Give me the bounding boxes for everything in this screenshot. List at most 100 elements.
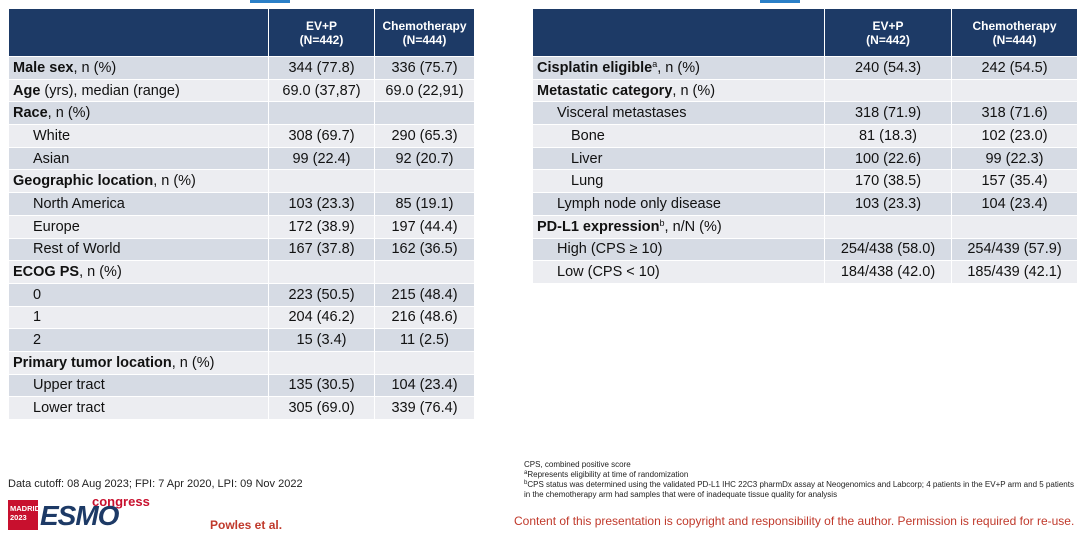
row-label-text: High (CPS ≥ 10): [557, 241, 663, 258]
row-label-bold: ECOG PS: [13, 264, 80, 281]
value-chemotherapy: 69.0 (22,91): [374, 78, 475, 103]
value-chemotherapy: 104 (23.4): [374, 373, 475, 398]
header-line: Chemotherapy: [972, 18, 1057, 33]
table-row: Visceral metastases 318 (71.9) 318 (71.6): [532, 101, 1078, 126]
esmo-congress-logo: MADRID 2023 ESMO congress: [8, 494, 178, 534]
footnote-marker: b: [659, 217, 665, 228]
value-ev-p: 15 (3.4): [268, 328, 375, 352]
footnote-text: Represents eligibility at time of random…: [527, 470, 689, 479]
row-label-text: North America: [33, 195, 125, 212]
row-label-text: , n (%): [79, 264, 122, 281]
value-chemotherapy: 318 (71.6): [951, 101, 1078, 126]
value-chemotherapy: [374, 260, 475, 284]
logo-city: MADRID: [10, 504, 40, 513]
row-label-bold: Race: [13, 105, 48, 122]
value-chemotherapy: 336 (75.7): [374, 56, 475, 80]
row-label-text: Rest of World: [33, 241, 121, 258]
table-row: Asian 99 (22.4) 92 (20.7): [8, 146, 475, 171]
table-row: Lung 170 (38.5) 157 (35.4): [532, 169, 1078, 194]
row-label-text: , n (%): [153, 173, 196, 190]
value-chemotherapy: 242 (54.5): [951, 56, 1078, 80]
value-ev-p: 103 (23.3): [824, 192, 952, 216]
table-row: ECOG PS, n (%): [8, 260, 475, 284]
row-label: 1: [8, 305, 269, 330]
row-label-text: 0: [33, 286, 42, 303]
row-label-bold: Cisplatin eligible: [537, 59, 653, 76]
value-ev-p: 344 (77.8): [268, 56, 375, 80]
table-row: Primary tumor location, n (%): [8, 350, 475, 375]
table-row: Low (CPS < 10) 184/438 (42.0) 185/439 (42.…: [532, 260, 1078, 284]
row-label-bold: Male sex: [13, 59, 74, 76]
value-chemotherapy: [374, 169, 475, 194]
row-label-bold: Geographic location: [13, 173, 154, 190]
table-row: Geographic location, n (%): [8, 169, 475, 194]
row-label: Rest of World: [8, 237, 269, 262]
header-chemotherapy: Chemotherapy (N=444): [374, 8, 475, 57]
value-ev-p: [268, 101, 375, 126]
row-label-text: Asian: [33, 150, 70, 167]
value-chemotherapy: 92 (20.7): [374, 146, 475, 171]
table-row: Liver 100 (22.6) 99 (22.3): [532, 146, 1078, 171]
header-line: (N=442): [866, 32, 910, 47]
value-ev-p: 318 (71.9): [824, 101, 952, 126]
row-label-text: 2: [33, 332, 42, 349]
value-ev-p: 172 (38.9): [268, 214, 375, 239]
value-chemotherapy: 99 (22.3): [951, 146, 1078, 171]
table-row: Race, n (%): [8, 101, 475, 126]
header-chemotherapy: Chemotherapy (N=444): [951, 8, 1078, 57]
top-accent-line-left: [250, 0, 290, 3]
row-label-text: Liver: [571, 150, 603, 167]
row-label: Visceral metastases: [532, 101, 825, 126]
row-label: Age (yrs), median (range): [8, 78, 269, 103]
baseline-table-left: EV+P (N=442) Chemotherapy (N=444) Male sex,…: [8, 8, 475, 420]
value-chemotherapy: 102 (23.0): [951, 124, 1078, 148]
table-row: Rest of World 167 (37.8) 162 (36.5): [8, 237, 475, 262]
table-row: PD-L1 expressionb, n/N (%): [532, 214, 1078, 239]
row-label: Metastatic category, n (%): [532, 78, 825, 103]
value-ev-p: [824, 78, 952, 103]
row-label: Europe: [8, 214, 269, 239]
table-row: Upper tract 135 (30.5) 104 (23.4): [8, 373, 475, 398]
baseline-table-right: EV+P (N=442) Chemotherapy (N=444) Cisplatin…: [532, 8, 1078, 284]
row-label: ECOG PS, n (%): [8, 260, 269, 284]
header-ev-p: EV+P (N=442): [824, 8, 952, 57]
footnote-text: CPS status was determined using the vali…: [524, 480, 1074, 499]
row-label-bold: Metastatic category: [537, 82, 673, 99]
table-header-row: EV+P (N=442) Chemotherapy (N=444): [532, 8, 1078, 57]
footnote-marker: b: [524, 480, 528, 486]
row-label-text: (yrs), median (range): [40, 82, 180, 99]
table-row: Age (yrs), median (range) 69.0 (37,87) 69.…: [8, 78, 475, 103]
value-chemotherapy: [374, 101, 475, 126]
value-chemotherapy: 85 (19.1): [374, 192, 475, 216]
row-label: 0: [8, 282, 269, 307]
row-label: Liver: [532, 146, 825, 171]
value-ev-p: 204 (46.2): [268, 305, 375, 330]
row-label: Asian: [8, 146, 269, 171]
value-ev-p: 81 (18.3): [824, 124, 952, 148]
value-ev-p: 135 (30.5): [268, 373, 375, 398]
table-row: Male sex, n (%) 344 (77.8) 336 (75.7): [8, 56, 475, 80]
table-header-row: EV+P (N=442) Chemotherapy (N=444): [8, 8, 475, 57]
logo-year: 2023: [10, 513, 27, 522]
value-chemotherapy: 157 (35.4): [951, 169, 1078, 194]
value-chemotherapy: 339 (76.4): [374, 396, 475, 420]
header-line: Chemotherapy: [382, 18, 467, 33]
row-label: Race, n (%): [8, 101, 269, 126]
footnote-marker: a: [524, 470, 528, 476]
row-label-bold: Age: [13, 82, 41, 99]
logo-city-badge: MADRID 2023: [8, 500, 40, 530]
value-chemotherapy: 11 (2.5): [374, 328, 475, 352]
copyright-notice: Content of this presentation is copyrigh…: [514, 514, 1075, 528]
value-chemotherapy: 215 (48.4): [374, 282, 475, 307]
value-chemotherapy: 162 (36.5): [374, 237, 475, 262]
footnote-line: bCPS status was determined using the val…: [524, 480, 1076, 500]
value-ev-p: 254/438 (58.0): [824, 237, 952, 262]
row-label-text: Low (CPS < 10): [557, 264, 660, 281]
value-ev-p: 240 (54.3): [824, 56, 952, 80]
table-row: High (CPS ≥ 10) 254/438 (58.0) 254/439 (57…: [532, 237, 1078, 262]
row-label-text: Upper tract: [33, 377, 105, 394]
value-chemotherapy: 104 (23.4): [951, 192, 1078, 216]
table-row: Lower tract 305 (69.0) 339 (76.4): [8, 396, 475, 420]
value-ev-p: 170 (38.5): [824, 169, 952, 194]
table-row: Bone 81 (18.3) 102 (23.0): [532, 124, 1078, 148]
